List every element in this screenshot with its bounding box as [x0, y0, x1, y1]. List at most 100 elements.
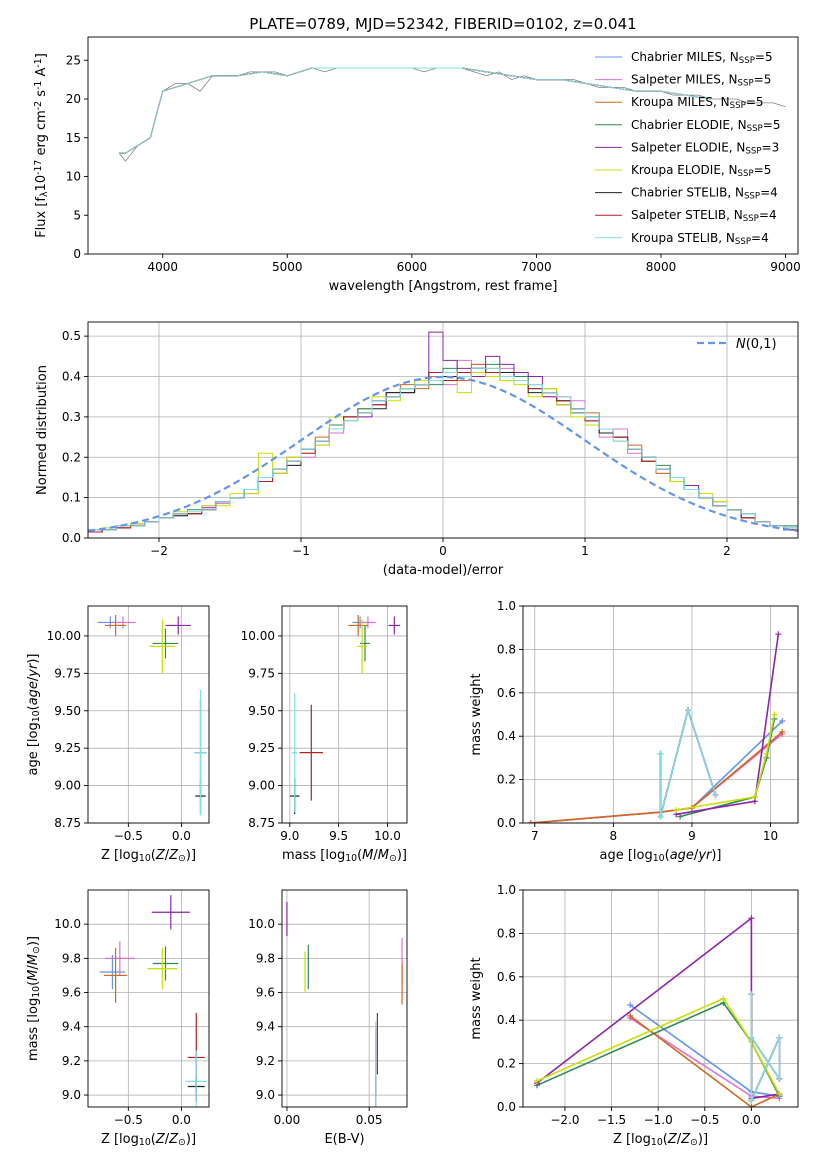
residuals-ylabel: Normed distribution — [35, 365, 50, 495]
age-vs-Z-point-3 — [152, 628, 179, 659]
weight-vs-age-marker — [685, 707, 691, 714]
weight-vs-age-marker — [779, 728, 786, 735]
age-vs-mass-point-1 — [360, 616, 376, 629]
mass-vs-Z-panel: −0.5 0.0 9.0 9.2 9.4 9.6 9.8 10.0 — [54, 889, 210, 1127]
legend-label-3: Chabrier ELODIE, NSSP=5 — [631, 118, 780, 134]
age-vs-mass-xtick-label: 9.0 — [280, 829, 299, 843]
mass-vs-Z-point-5 — [147, 948, 178, 990]
mass-vs-Z-point-2 — [103, 948, 128, 1003]
weight-vs-Z-ytick-label: 0.4 — [497, 1013, 516, 1027]
residuals-ytick-label: 0.5 — [62, 329, 81, 343]
weight-vs-Z-ytick-label: 0.8 — [497, 926, 516, 940]
weight-vs-age-xlabel: age [log10(age/yr)] — [599, 848, 721, 864]
spectrum-xtick-label: 6000 — [397, 260, 428, 274]
weight-vs-Z-ytick-label: 0.0 — [497, 1100, 516, 1114]
residuals-ytick-label: 0.3 — [62, 410, 81, 424]
age-vs-Z-frame — [87, 605, 210, 824]
weight-vs-age-marker — [657, 750, 664, 757]
mass-vs-ebv-ytick-label: 9.6 — [256, 986, 275, 1000]
mass-vs-Z-xtick-label: 0.0 — [172, 1113, 191, 1127]
residuals-panel: −2 −1 0 1 2 0.0 0.1 0.2 0.3 0.4 0.5 — [62, 321, 799, 558]
spectrum-ytick-label: 10 — [66, 170, 81, 184]
weight-vs-age-series-2 — [530, 731, 783, 823]
mass-vs-Z-point-4 — [151, 895, 190, 930]
age-vs-Z-point-8 — [194, 689, 207, 816]
spectrum-series-5 — [119, 67, 512, 154]
age-vs-mass-xlabel: mass [log10(M/M⊙)] — [282, 848, 407, 864]
mass-vs-Z-point-3 — [152, 946, 179, 981]
weight-vs-Z-ylabel: mass weight — [469, 957, 484, 1039]
weight-vs-age-xtick-label: 10 — [763, 829, 778, 843]
normal-reference-curve — [88, 375, 798, 533]
spectrum-plot-area — [118, 67, 786, 162]
weight-vs-age-marker — [775, 631, 782, 638]
weight-vs-age-marker — [527, 820, 534, 823]
residuals-ytick-label: 0.1 — [62, 491, 81, 505]
age-vs-Z-xlabel: Z [log10(Z/Z⊙)] — [101, 848, 196, 864]
mass-vs-Z-ytick-label: 10.0 — [54, 917, 81, 931]
legend-label-8: Kroupa STELIB, NSSP=4 — [631, 231, 769, 247]
mass-vs-Z-plot-area — [99, 895, 207, 1107]
weight-vs-age-xtick-label: 7 — [531, 829, 539, 843]
spectrum-ytick-label: 0 — [73, 247, 81, 261]
weight-vs-age-series-8 — [659, 707, 717, 817]
mass-vs-ebv-xtick-label: 0.05 — [356, 1113, 383, 1127]
weight-vs-Z-marker — [748, 1104, 755, 1107]
mass-vs-ebv-ytick-label: 10.0 — [248, 917, 275, 931]
weight-vs-age-marker — [657, 813, 664, 820]
age-vs-Z-ytick-label: 9.50 — [54, 704, 81, 718]
weight-vs-Z-marker — [748, 915, 755, 922]
legend-label-5: Kroupa ELODIE, NSSP=5 — [631, 163, 771, 179]
spectrum-frame — [87, 36, 799, 255]
age-vs-mass-point-7 — [299, 704, 324, 801]
age-vs-Z-ytick-label: 9.00 — [54, 779, 81, 793]
spectrum-ytick-label: 20 — [66, 92, 81, 106]
age-vs-Z-point-1 — [110, 616, 136, 629]
figure-title: PLATE=0789, MJD=52342, FIBERID=0102, z=0… — [249, 15, 636, 33]
spectrum-series-0 — [119, 67, 587, 154]
weight-vs-Z-marker — [627, 1012, 634, 1019]
residuals-xlabel: (data-model)/error — [383, 563, 504, 578]
spectrum-series-3 — [119, 67, 512, 154]
weight-vs-Z-marker — [776, 1075, 783, 1082]
spectrum-ytick-label: 15 — [66, 131, 81, 145]
weight-vs-Z-xlabel: Z [log10(Z/Z⊙)] — [613, 1132, 708, 1148]
weight-vs-Z-marker — [776, 1090, 783, 1097]
weight-vs-age-marker — [763, 750, 770, 757]
age-vs-mass-ytick-label: 8.75 — [248, 816, 275, 830]
age-vs-Z-ytick-label: 9.25 — [54, 741, 81, 755]
weight-vs-age-marker — [677, 813, 684, 820]
spectrum-series-8 — [119, 67, 711, 154]
spectrum-xtick-label: 7000 — [521, 260, 552, 274]
spectrum-series-2 — [119, 67, 587, 154]
legend-label-2: Kroupa MILES, NSSP=5 — [631, 95, 764, 111]
spectrum-panel: 4000 5000 6000 7000 8000 9000 0 5 10 15 20 25 — [66, 36, 801, 274]
mass-vs-Z-ytick-label: 9.8 — [62, 951, 81, 965]
spectrum-xtick-label: 9000 — [770, 260, 801, 274]
weight-vs-age-ytick-label: 0.4 — [497, 729, 516, 743]
age-vs-Z-ytick-label: 10.00 — [47, 629, 81, 643]
weight-vs-age-ytick-label: 0.8 — [497, 642, 516, 656]
legend-label-6: Chabrier STELIB, NSSP=4 — [631, 186, 778, 202]
residuals-ytick-label: 0.2 — [62, 450, 81, 464]
weight-vs-Z-plot-area — [533, 915, 783, 1107]
residual-histogram-8 — [88, 367, 798, 531]
mass-vs-Z-xtick-label: −0.5 — [114, 1113, 143, 1127]
weight-vs-age-ytick-label: 1.0 — [497, 599, 516, 613]
residuals-ytick-label: 0.0 — [62, 531, 81, 545]
weight-vs-age-series-6 — [659, 707, 717, 817]
mass-vs-Z-frame — [87, 889, 210, 1108]
age-vs-Z-point-5 — [149, 619, 176, 674]
residuals-xtick-label: 1 — [581, 544, 589, 558]
weight-vs-Z-marker — [748, 1097, 755, 1104]
mass-vs-ebv-xtick-label: 0.00 — [274, 1113, 301, 1127]
weight-vs-Z-frame — [522, 889, 799, 1108]
residuals-ytick-label: 0.4 — [62, 370, 81, 384]
mass-vs-ebv-ytick-label: 9.4 — [256, 1020, 275, 1034]
weight-vs-age-marker — [751, 793, 758, 800]
legend-normal-label: N(0,1) — [736, 337, 777, 352]
age-vs-mass-plot-area — [289, 614, 401, 815]
spectrum-ylabel: Flux [fλ10-17 erg cm-2 s-1 A-1] — [33, 53, 49, 238]
weight-vs-age-series-1 — [530, 733, 783, 823]
